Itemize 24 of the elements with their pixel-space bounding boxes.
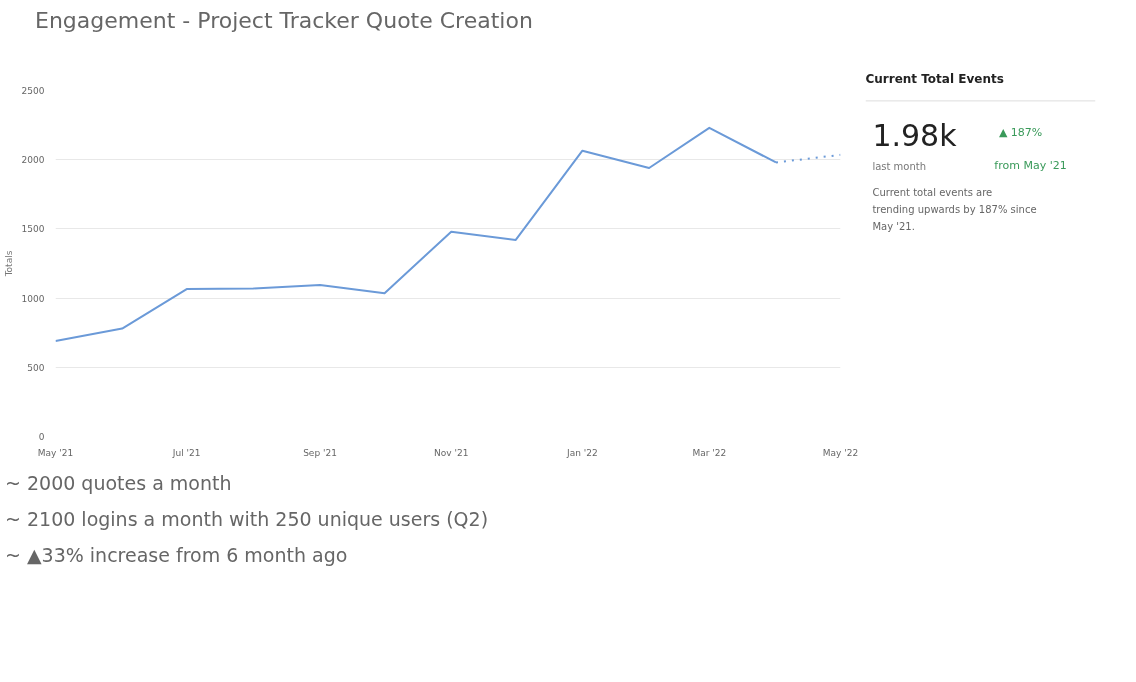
- y-tick-label: 0: [38, 432, 45, 442]
- y-tick-label: 1500: [21, 224, 45, 235]
- text: last month: [872, 160, 927, 172]
- text: ~ 2000 quotes a month: [5, 472, 232, 494]
- x-tick-label: Nov '21: [434, 447, 469, 458]
- x-tick-label: May '21: [37, 447, 74, 458]
- chart-title: Engagement - Project Tracker Quote Creation: [34, 7, 533, 35]
- text: Current total events are trending upwards by 187% since May '21.: [872, 186, 1037, 233]
- x-tick-label: Jul '21: [171, 447, 201, 458]
- y-tick-label: 500: [27, 362, 45, 373]
- text: ~ ▲33% increase from 6 month ago: [5, 544, 348, 567]
- x-tick-label: Jan '22: [566, 447, 598, 458]
- text: ~ 2100 logins a month with 250 unique users (Q2): [5, 508, 489, 531]
- y-tick-label: 2500: [21, 86, 45, 96]
- text: Current Total Events: [865, 71, 1004, 86]
- x-tick-label: May '22: [822, 447, 859, 458]
- y-tick-label: 2000: [21, 155, 45, 166]
- y-tick-label: 1000: [21, 293, 45, 304]
- x-tick-label: Mar '22: [692, 447, 727, 458]
- y-axis-title: Totals: [3, 250, 14, 278]
- text: from May '21: [994, 158, 1067, 172]
- text: ▲ 187%: [998, 125, 1043, 139]
- text: 1.98k: [872, 117, 958, 153]
- x-tick-label: Sep '21: [303, 447, 337, 458]
